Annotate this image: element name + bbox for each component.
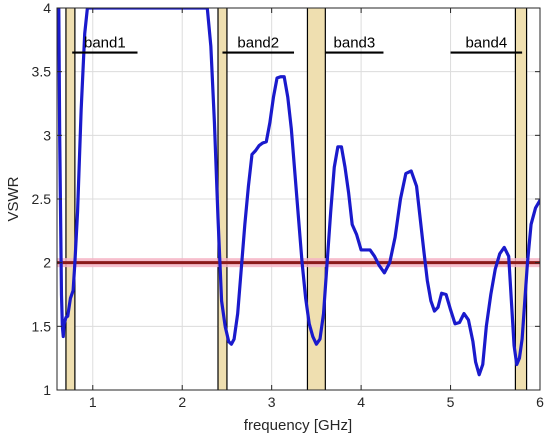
band-label-2: band2: [237, 35, 279, 52]
x-tick-label-5: 6: [536, 394, 544, 410]
x-tick-label-1: 2: [178, 394, 186, 410]
x-axis-label: frequency [GHz]: [244, 417, 352, 434]
y-tick-label-0: 1: [43, 382, 51, 398]
x-tick-label-0: 1: [89, 394, 97, 410]
shaded-band-1: [65, 8, 75, 390]
series-line-1: [57, 8, 540, 377]
y-tick-label-1: 1.5: [32, 318, 52, 334]
y-tick-label-3: 2.5: [32, 191, 52, 207]
shaded-band-2: [218, 8, 227, 390]
x-tick-label-3: 4: [357, 394, 365, 410]
y-tick-label-6: 4: [43, 0, 51, 16]
y-tick-label-2: 2: [43, 255, 51, 271]
x-ticks: 1 2 3 4 5 6: [89, 8, 544, 410]
band-annotations: band1 band2 band3 band4: [72, 35, 523, 54]
band-label-4: band4: [465, 35, 507, 52]
band-label-3: band3: [334, 35, 376, 52]
x-tick-label-4: 5: [447, 394, 455, 410]
y-tick-label-4: 3: [43, 127, 51, 143]
shaded-band-3: [307, 8, 326, 390]
shaded-bands: [65, 8, 528, 390]
shaded-band-4: [515, 8, 527, 390]
x-tick-label-2: 3: [268, 394, 276, 410]
series-layer: [57, 8, 540, 377]
y-tick-label-5: 3.5: [32, 64, 52, 80]
y-ticks: 1 1.5 2 2.5 3 3.5 4: [32, 0, 540, 398]
band-label-1: band1: [84, 35, 126, 52]
y-axis-label: VSWR: [5, 176, 22, 221]
